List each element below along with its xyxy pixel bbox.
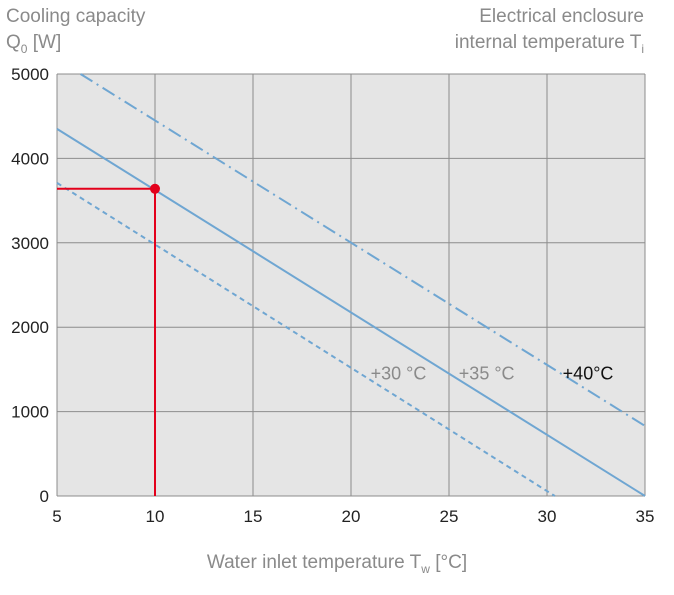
legend-title-text: internal temperature T bbox=[454, 32, 642, 53]
marker-point bbox=[150, 183, 160, 194]
marker-group bbox=[57, 183, 160, 496]
curve-label: +40°C bbox=[563, 364, 614, 384]
x-tick-label: 15 bbox=[244, 507, 263, 526]
curve-labels: +30 °C +35 °C +40°C bbox=[371, 364, 614, 384]
legend-title: Electrical enclosure internal temperatur… bbox=[455, 4, 644, 62]
x-tick-label: 30 bbox=[538, 507, 557, 526]
legend-title-line1: Electrical enclosure bbox=[479, 6, 644, 27]
y-tick-label: 1000 bbox=[11, 403, 49, 422]
y-tick-label: 0 bbox=[40, 487, 49, 506]
y-tick-label: 3000 bbox=[11, 234, 49, 253]
x-tick-label: 25 bbox=[440, 507, 459, 526]
x-tick-label: 5 bbox=[52, 507, 61, 526]
y-axis-label: Cooling capacity Q0 [W] bbox=[6, 4, 145, 62]
y-axis-symbol-subscript: 0 bbox=[20, 42, 28, 56]
curve-label: +30 °C bbox=[371, 364, 427, 384]
y-axis-label-line1: Cooling capacity bbox=[6, 6, 146, 27]
series-line bbox=[56, 182, 556, 497]
series-line bbox=[79, 73, 646, 427]
x-axis-unit: [°C] bbox=[429, 552, 468, 573]
y-tick-label: 2000 bbox=[11, 318, 49, 337]
x-tick-label: 10 bbox=[146, 507, 165, 526]
legend-title-line2: internal temperature Ti bbox=[455, 30, 644, 62]
curve-label: +35 °C bbox=[459, 364, 515, 384]
y-tick-label: 5000 bbox=[11, 65, 49, 84]
y-tick-label: 4000 bbox=[11, 149, 49, 168]
y-axis-symbol: Q bbox=[6, 32, 21, 53]
x-tick-label: 20 bbox=[342, 507, 361, 526]
x-axis-label-text: Water inlet temperature T bbox=[206, 552, 422, 573]
x-tick-label: 35 bbox=[636, 507, 655, 526]
y-axis-label-line2: Q0 [W] bbox=[6, 30, 145, 62]
x-axis-label: Water inlet temperature Tw [°C] bbox=[0, 552, 674, 576]
y-axis-unit: [W] bbox=[27, 32, 62, 53]
tick-labels: 5 10 15 20 25 30 35 0 1000 2000 3000 4000 5000 bbox=[11, 65, 654, 526]
legend-title-subscript: i bbox=[641, 42, 644, 56]
x-axis-label-subscript: w bbox=[421, 562, 430, 576]
